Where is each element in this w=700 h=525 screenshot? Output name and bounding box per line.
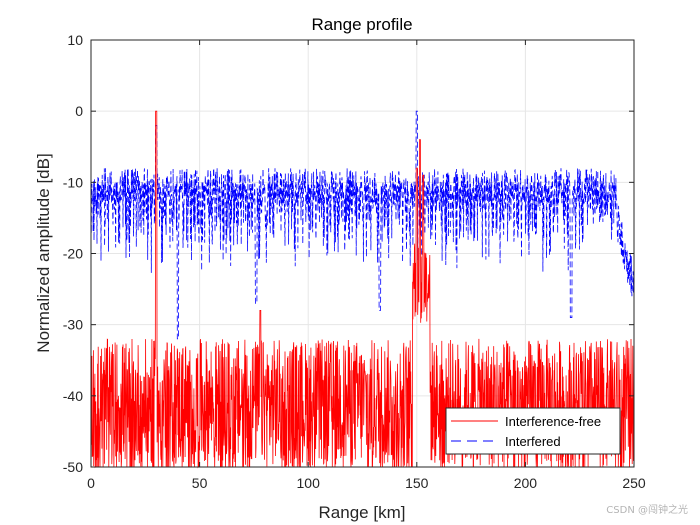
y-tick-label: 10 xyxy=(67,32,83,48)
y-tick-label: -20 xyxy=(63,246,83,262)
y-axis-label: Normalized amplitude [dB] xyxy=(34,153,53,352)
y-tick-label: -50 xyxy=(63,459,83,475)
x-tick-label: 0 xyxy=(87,475,95,491)
x-tick-label: 50 xyxy=(192,475,208,491)
x-tick-label: 100 xyxy=(297,475,321,491)
y-tick-label: 0 xyxy=(75,103,83,119)
watermark: CSDN @闯钟之光 xyxy=(606,505,688,516)
y-tick-label: -10 xyxy=(63,174,83,190)
x-axis-label: Range [km] xyxy=(319,503,406,522)
line-interfered xyxy=(90,110,635,340)
x-tick-label: 250 xyxy=(622,475,646,491)
legend: Interference-free Interfered xyxy=(445,407,621,455)
legend-label-interference-free: Interference-free xyxy=(505,414,601,429)
series-interfered xyxy=(90,110,635,340)
legend-box xyxy=(445,407,621,455)
chart-title: Range profile xyxy=(311,15,412,34)
y-tick-label: -30 xyxy=(63,317,83,333)
legend-label-interfered: Interfered xyxy=(505,434,561,449)
x-tick-label: 150 xyxy=(405,475,429,491)
x-tick-label: 200 xyxy=(514,475,538,491)
y-tick-label: -40 xyxy=(63,388,83,404)
